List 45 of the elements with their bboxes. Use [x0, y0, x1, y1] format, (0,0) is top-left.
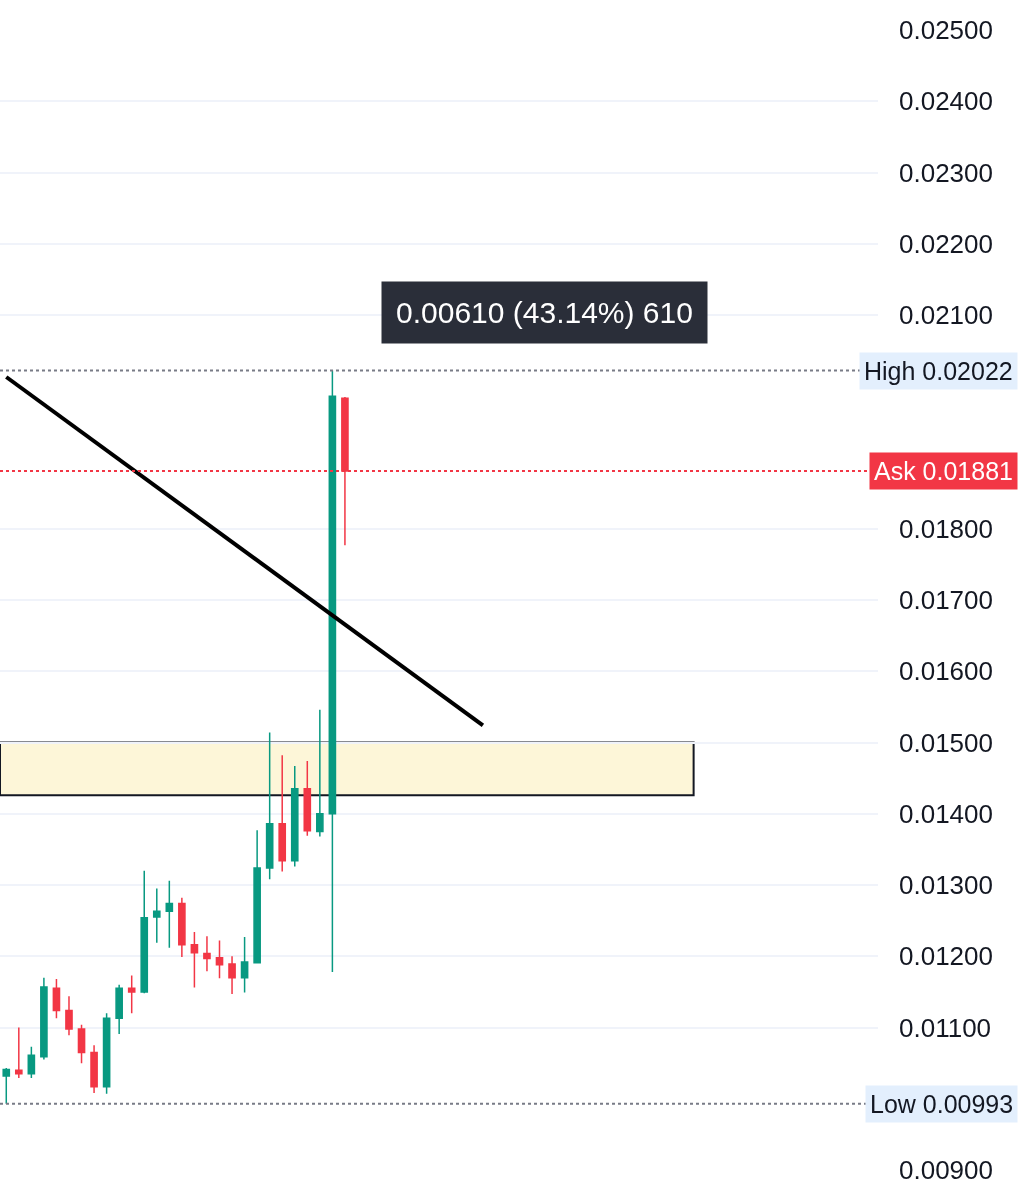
candlestick: [278, 754, 287, 873]
annotation: 0.00610 (43.14%) 610: [396, 296, 693, 329]
candlestick: [240, 936, 249, 994]
y-tick-label: 0.00900: [899, 1155, 993, 1186]
candlestick: [27, 1045, 36, 1079]
candlestick: [140, 870, 149, 995]
candlestick: [265, 731, 274, 881]
y-tick-label: 0.01500: [899, 727, 993, 758]
y-tick-label: 0.02100: [899, 300, 993, 331]
candlestick: [203, 935, 211, 972]
candlestick: [14, 1026, 23, 1079]
candlestick: [127, 974, 136, 1014]
candlestick: [152, 887, 161, 944]
y-tick-label: 0.01700: [899, 585, 993, 616]
ref-line-label: Low 0.00993: [870, 1090, 1014, 1118]
candlestick: [52, 978, 61, 1019]
y-tick-label: 0.01800: [899, 513, 993, 544]
y-tick-label: 0.02200: [899, 228, 993, 259]
candlestick: [2, 1067, 11, 1105]
y-tick-label: 0.01100: [899, 1012, 992, 1043]
candlestick: [215, 939, 224, 980]
candlestick: [328, 369, 337, 973]
candlestick: [316, 708, 324, 838]
candlestick: [77, 1023, 86, 1064]
y-tick-label: 0.01300: [899, 870, 993, 901]
candlestick: [190, 931, 199, 989]
y-tick-label: 0.01600: [899, 656, 993, 687]
candlestick: [290, 765, 299, 868]
y-tick-label: 0.02500: [899, 15, 993, 46]
candlestick: [228, 955, 236, 995]
candlestick: [253, 829, 261, 964]
candlestick: [65, 995, 73, 1037]
ref-line-label: High 0.02022: [864, 357, 1013, 385]
y-tick-label: 0.02400: [899, 86, 993, 117]
y-tick-label: 0.02300: [899, 157, 993, 188]
ref-line-label: Ask 0.01881: [874, 457, 1013, 485]
candlestick: [115, 984, 123, 1035]
candlestick: [178, 897, 186, 958]
candlestick: [40, 976, 48, 1061]
candlestick: [90, 1044, 98, 1094]
candlestick: [303, 760, 312, 837]
candlestick: [102, 1012, 111, 1095]
y-tick-label: 0.01200: [899, 941, 993, 972]
y-tick-label: 0.01400: [899, 798, 993, 829]
candlestick: [165, 879, 174, 949]
